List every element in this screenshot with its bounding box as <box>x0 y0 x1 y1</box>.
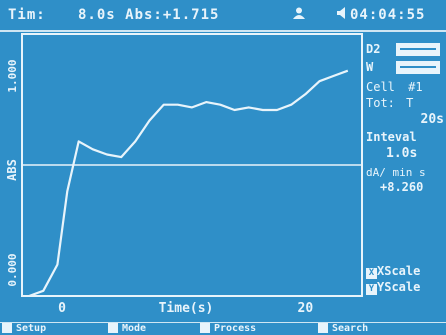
search-key[interactable]: Search <box>318 323 368 334</box>
interval-value: 1.0s <box>386 146 418 161</box>
w-lamp-toggle[interactable] <box>396 61 440 74</box>
xscale-button[interactable]: X XScale <box>366 264 420 279</box>
process-key[interactable]: Process <box>200 323 256 334</box>
w-label: W <box>366 60 374 74</box>
y-tick-label-top: 1.000 <box>6 59 19 92</box>
tot-row: Tot: T <box>366 96 413 110</box>
time-label: Tim: <box>8 7 46 23</box>
setup-key[interactable]: Setup <box>2 323 46 334</box>
yscale-label: YScale <box>377 280 421 294</box>
cell-value: #1 <box>408 80 423 94</box>
y-tick-label-bottom: 0.000 <box>6 253 19 286</box>
mode-key[interactable]: Mode <box>108 323 146 334</box>
status-bar: Tim: 8.0s Abs:+1.715 04:04:55 <box>0 0 446 32</box>
absorbance-chart: 1.000 ABS 0.000 0 Time(s) 20 <box>5 33 363 316</box>
yscale-key: Y <box>366 284 377 295</box>
time-abs-readout: 8.0s Abs:+1.715 <box>78 7 220 23</box>
interval-label: Inteval <box>366 130 417 144</box>
process-label: Process <box>214 323 257 334</box>
d2-row: D2 <box>366 42 440 56</box>
speaker-icon <box>336 7 346 23</box>
cell-label: Cell <box>366 80 395 94</box>
xscale-label: XScale <box>377 264 421 278</box>
f3-keycap <box>200 323 210 333</box>
series-line <box>28 69 349 298</box>
cell-row: Cell #1 <box>366 80 423 94</box>
x-tick-label-0: 0 <box>58 301 66 316</box>
f1-keycap <box>2 323 12 333</box>
f4-keycap <box>318 323 328 333</box>
xscale-key: X <box>366 268 377 279</box>
mode-label: Mode <box>122 323 147 334</box>
user-icon <box>292 7 306 23</box>
y-axis-label: ABS <box>5 159 19 181</box>
clock-display: 04:04:55 <box>350 7 426 23</box>
d2-label: D2 <box>366 42 381 56</box>
x-tick-label-20: 20 <box>298 301 314 316</box>
w-row: W <box>366 60 440 74</box>
search-label: Search <box>332 323 369 334</box>
rate-value: +8.260 <box>380 180 424 194</box>
tot-value: T <box>406 96 414 110</box>
setup-label: Setup <box>16 323 47 334</box>
chart-area: 1.000 ABS 0.000 0 Time(s) 20 <box>0 32 446 322</box>
function-key-bar: Setup Mode Process Search <box>0 322 446 335</box>
f2-keycap <box>108 323 118 333</box>
rate-label: dA/ min s <box>366 166 426 179</box>
yscale-button[interactable]: Y YScale <box>366 280 420 295</box>
x-axis-label: Time(s) <box>159 301 214 316</box>
d2-lamp-toggle[interactable] <box>396 43 440 56</box>
tot-label: Tot: <box>366 96 395 110</box>
tot-time: 20s <box>420 112 444 127</box>
